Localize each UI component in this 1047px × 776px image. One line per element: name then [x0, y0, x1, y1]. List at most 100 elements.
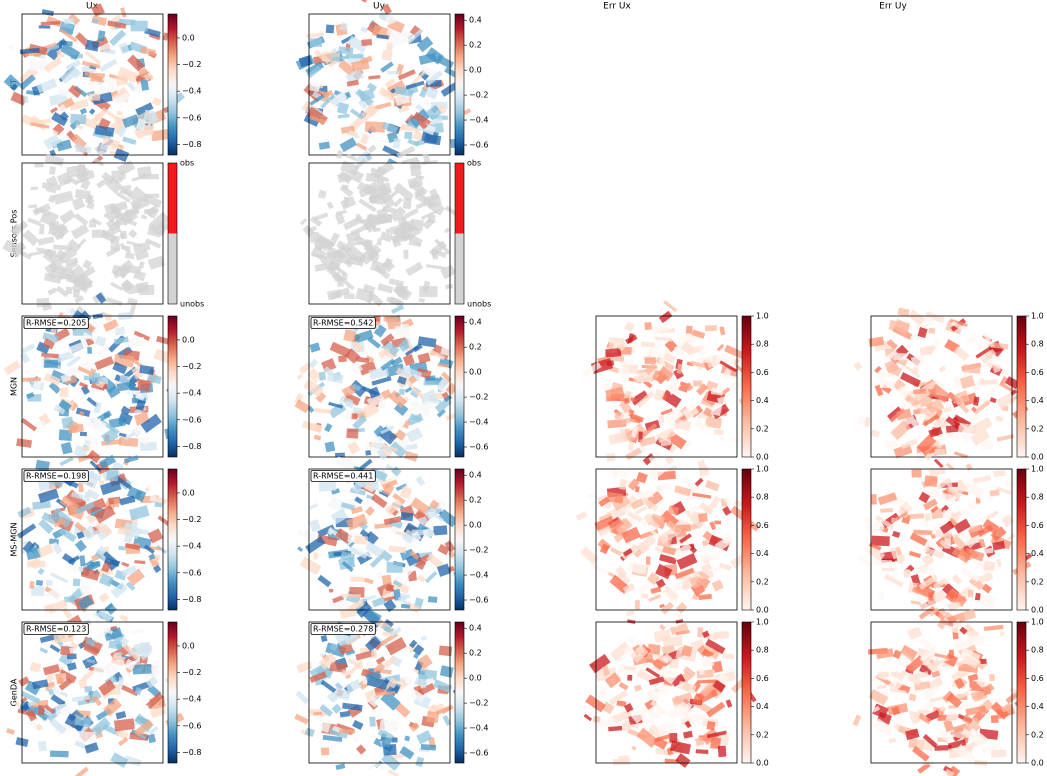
- field-texture: [892, 378, 906, 392]
- field-texture: [902, 551, 910, 559]
- field-texture: [704, 325, 718, 332]
- field-texture: [388, 223, 407, 235]
- field-texture: [689, 575, 702, 589]
- field-texture: [299, 556, 322, 575]
- field-texture: [331, 271, 343, 282]
- field-texture: [94, 356, 115, 371]
- field-texture: [965, 705, 987, 716]
- field-texture: [15, 701, 21, 707]
- axes-frame: [870, 315, 1013, 458]
- field-texture: [116, 259, 134, 275]
- field-texture: [10, 91, 27, 106]
- field-texture: [351, 59, 370, 73]
- annotation-box: [23, 623, 89, 635]
- colorbar-tick-label: 0.6: [756, 368, 769, 377]
- field-texture: [440, 264, 457, 280]
- field-texture: [330, 744, 336, 754]
- field-texture: [399, 746, 415, 760]
- colorbar-tick-label: −0.6: [182, 113, 201, 122]
- field-texture: [996, 434, 1015, 442]
- field-texture: [139, 441, 157, 452]
- field-texture: [995, 415, 1004, 423]
- field-texture: [77, 698, 96, 706]
- field-texture: [83, 70, 103, 82]
- colorbar-tick-label: −0.4: [469, 116, 488, 125]
- field-texture: [636, 391, 655, 408]
- field-texture: [318, 141, 331, 150]
- field-texture: [397, 340, 409, 353]
- field-texture: [665, 455, 675, 465]
- field-texture: [664, 338, 678, 353]
- field-texture: [92, 663, 106, 676]
- field-texture: [61, 416, 75, 430]
- field-texture: [76, 531, 85, 540]
- field-texture: [691, 329, 706, 339]
- field-texture: [685, 325, 693, 334]
- field-texture: [852, 714, 862, 727]
- field-texture: [713, 429, 724, 435]
- field-texture: [426, 710, 440, 724]
- field-texture: [100, 143, 121, 154]
- field-texture: [360, 103, 379, 121]
- field-texture: [898, 537, 906, 543]
- field-texture: [106, 469, 119, 482]
- field-texture: [41, 352, 59, 359]
- field-texture: [965, 635, 984, 646]
- field-texture: [65, 59, 82, 72]
- field-texture: [909, 712, 921, 725]
- field-texture: [27, 394, 42, 402]
- field-texture: [3, 360, 21, 376]
- field-texture: [67, 340, 89, 354]
- field-texture: [663, 636, 683, 647]
- field-texture: [951, 546, 972, 564]
- field-texture: [622, 548, 633, 557]
- field-texture: [872, 559, 893, 566]
- field-texture: [650, 586, 662, 594]
- field-texture: [115, 728, 129, 740]
- field-texture: [655, 483, 673, 492]
- field-texture: [123, 455, 139, 464]
- field-texture: [74, 740, 86, 749]
- field-texture: [983, 384, 1001, 398]
- field-texture: [377, 283, 394, 294]
- field-texture: [318, 371, 326, 381]
- field-texture: [119, 495, 136, 506]
- field-texture: [327, 528, 334, 536]
- field-texture: [145, 675, 159, 689]
- field-texture: [58, 669, 77, 684]
- field-texture: [585, 694, 606, 713]
- field-texture: [355, 356, 370, 364]
- colorbar-tick-label: 1.0: [1031, 618, 1044, 627]
- field-texture: [706, 730, 727, 739]
- field-texture: [314, 263, 328, 272]
- field-texture: [894, 546, 903, 556]
- panel: R-RMSE=0.198 0.0 −0.2 −0.4 −0.6 −0.8: [16, 449, 201, 630]
- field-texture: [352, 407, 362, 415]
- field-texture: [341, 593, 361, 598]
- field-texture: [404, 131, 413, 140]
- field-texture: [409, 218, 424, 232]
- field-texture: [628, 478, 640, 491]
- field-texture: [682, 476, 690, 484]
- field-texture: [967, 673, 979, 682]
- field-texture: [354, 158, 367, 170]
- field-texture: [103, 697, 123, 717]
- field-texture: [696, 669, 714, 679]
- field-texture: [120, 7, 127, 18]
- field-texture: [381, 574, 392, 586]
- field-texture: [999, 631, 1005, 636]
- field-texture: [624, 321, 635, 333]
- field-texture: [1006, 533, 1016, 541]
- field-texture: [41, 512, 57, 525]
- field-texture: [918, 574, 939, 591]
- field-texture: [143, 71, 154, 82]
- field-texture: [445, 284, 454, 290]
- field-texture: [94, 113, 103, 122]
- field-texture: [946, 598, 962, 613]
- field-texture: [328, 401, 344, 409]
- field-texture: [37, 488, 60, 504]
- field-texture: [79, 107, 88, 115]
- field-texture: [662, 545, 677, 556]
- field-texture: [120, 279, 134, 294]
- field-texture: [669, 732, 678, 743]
